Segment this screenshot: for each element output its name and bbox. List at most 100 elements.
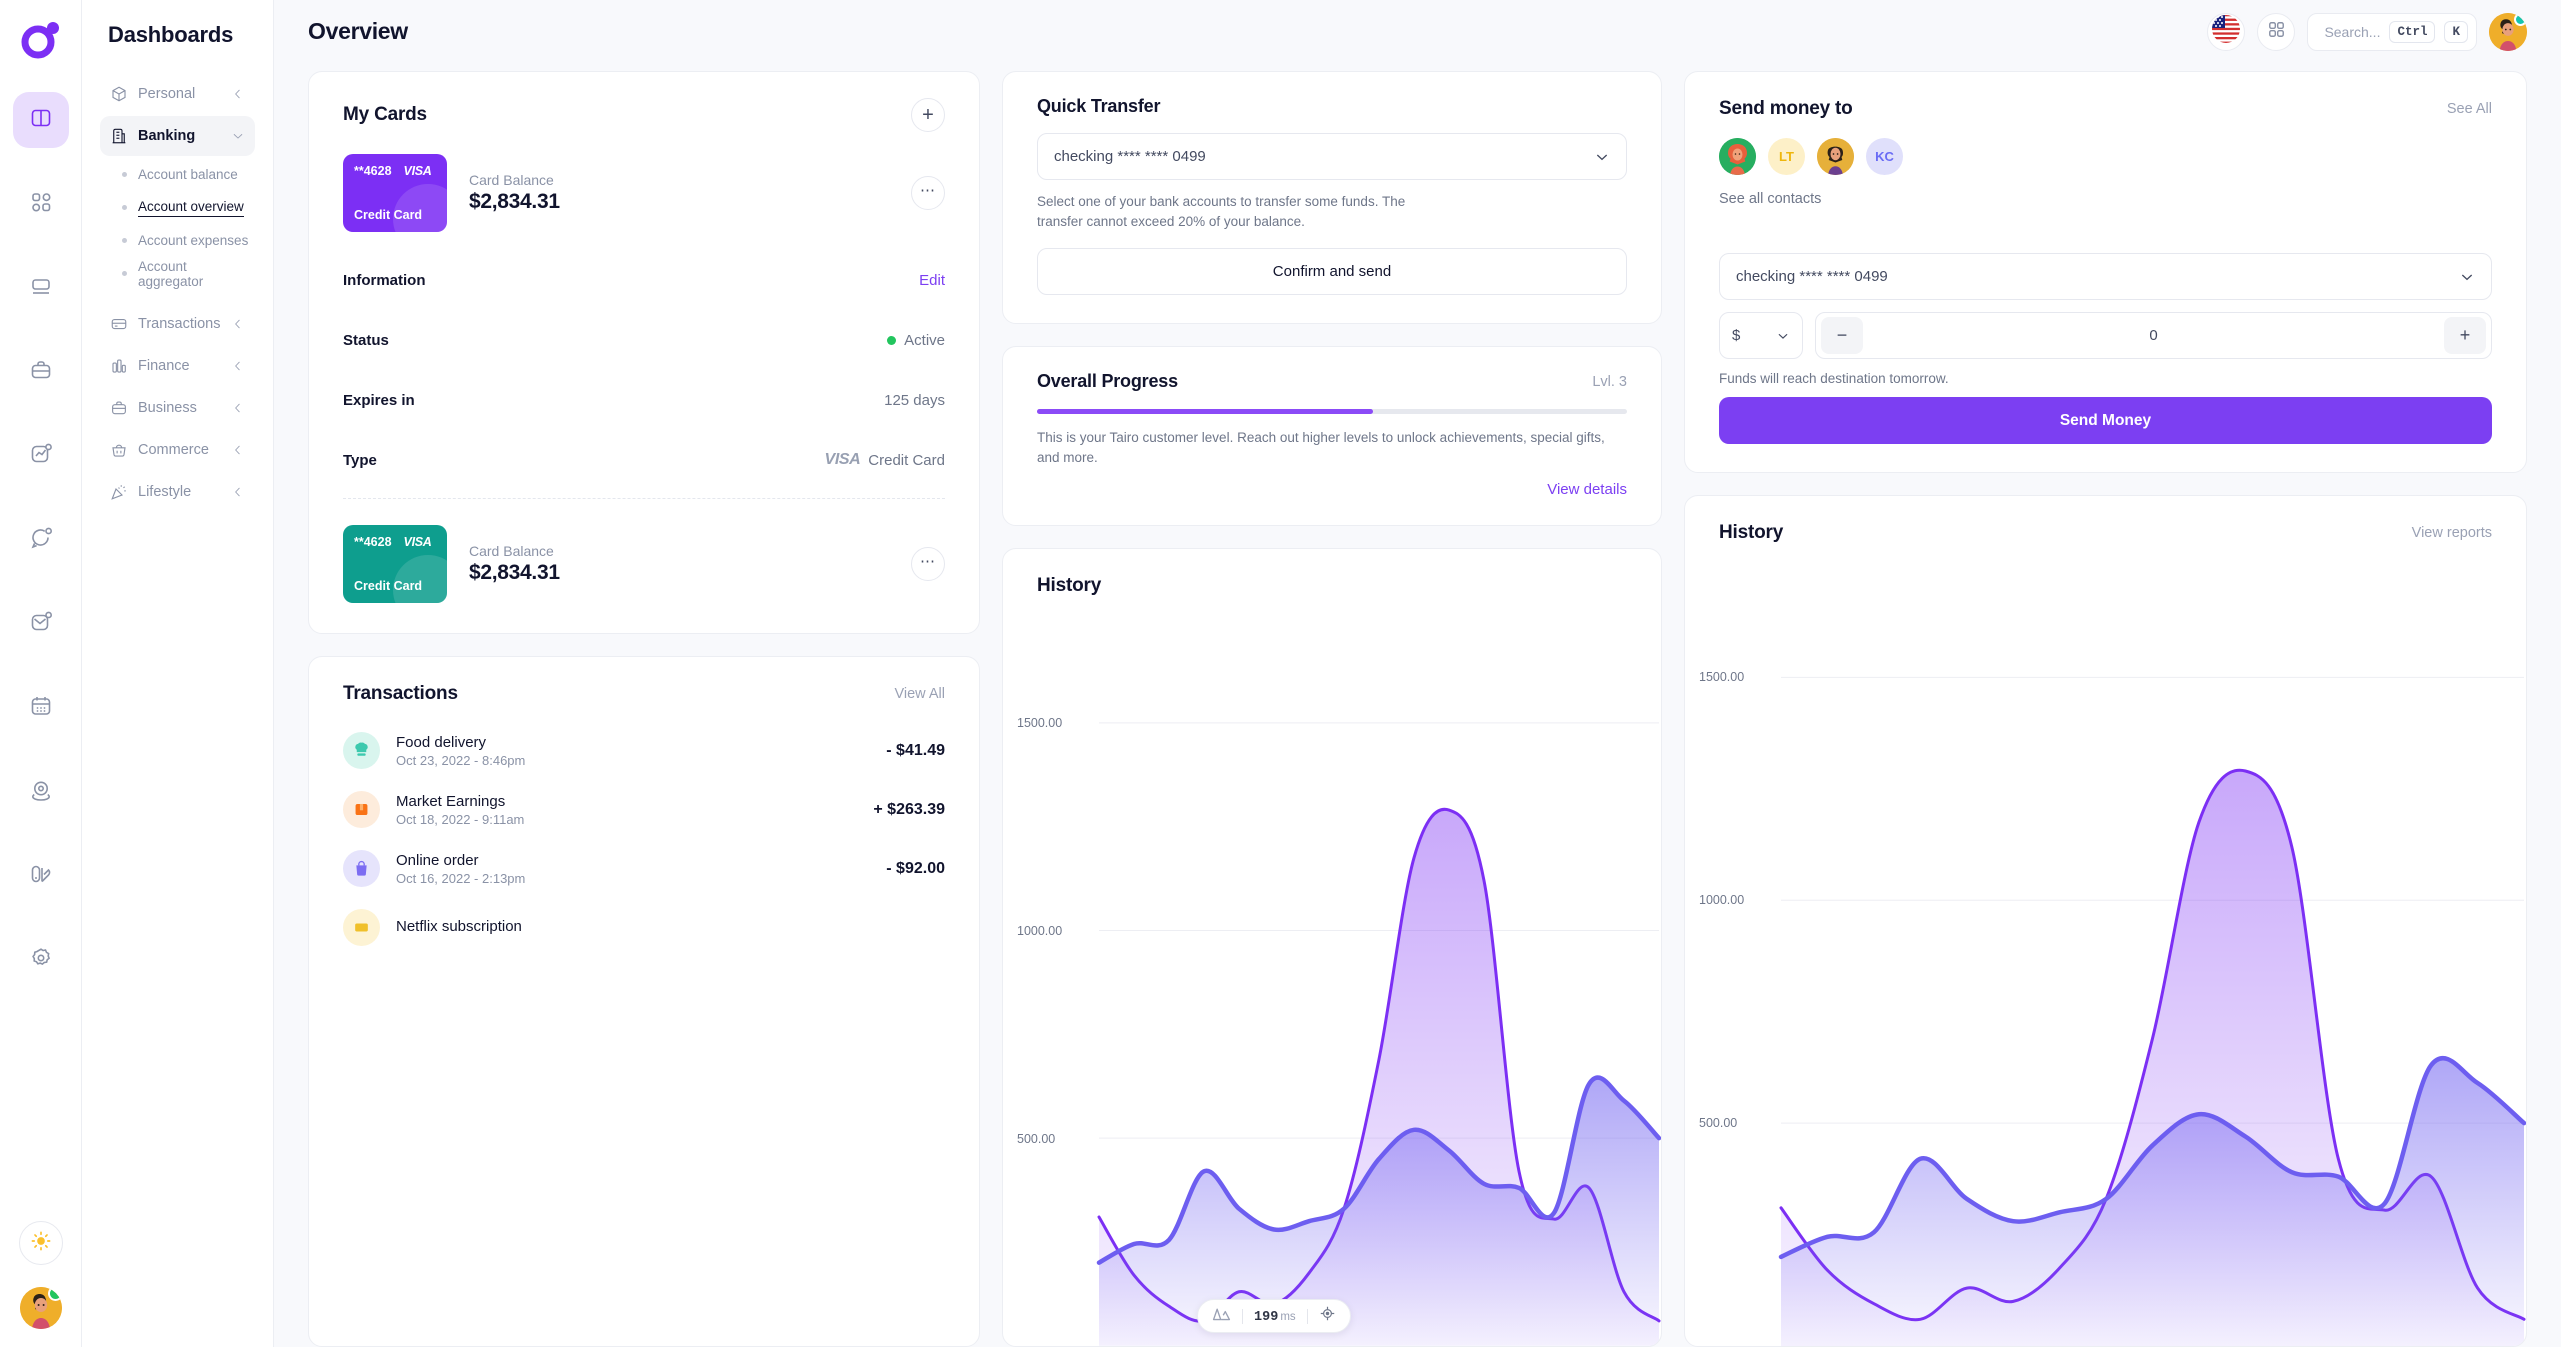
history-chart: 500.00 1000.00 1500.00 xyxy=(1003,605,1661,1346)
devtools-badge[interactable]: 199 ms xyxy=(1197,1299,1351,1333)
contact-initials[interactable]: LT xyxy=(1768,138,1805,175)
amount-row: $ − 0 + xyxy=(1719,312,2492,359)
add-card-button[interactable]: + xyxy=(911,98,945,132)
bullet-icon xyxy=(122,172,127,177)
chef-hat-icon xyxy=(343,732,380,769)
rail-item-apps[interactable] xyxy=(13,176,69,232)
card-balance-label: Card Balance xyxy=(469,543,554,559)
chevron-left-icon xyxy=(231,485,245,499)
tairo-logo[interactable] xyxy=(19,18,63,62)
sidebar-item-finance[interactable]: Finance xyxy=(100,346,255,386)
sidebar-item-account-balance[interactable]: Account balance xyxy=(100,158,255,191)
timing-value: 199 xyxy=(1254,1310,1279,1325)
sidebar-item-transactions[interactable]: Transactions xyxy=(100,304,255,344)
sidebar-item-business[interactable]: Business xyxy=(100,388,255,428)
list-item[interactable]: Netflix subscription xyxy=(309,898,979,957)
chart-line-2 xyxy=(1778,1055,2526,1260)
account-select[interactable]: checking **** **** 0499 xyxy=(1037,133,1627,180)
transaction-info: Netflix subscription xyxy=(396,918,522,937)
sidebar-item-label: Commerce xyxy=(138,442,209,458)
transaction-amount: - $41.49 xyxy=(886,741,945,759)
sidebar-item-label: Lifestyle xyxy=(138,484,192,500)
bank-card-visual[interactable]: **4628 VISA Credit Card xyxy=(343,525,447,603)
info-key: Status xyxy=(343,331,389,349)
dashboard-content: My Cards + **4628 VISA Credit Card xyxy=(274,63,2561,1347)
transaction-date: Oct 23, 2022 - 8:46pm xyxy=(396,752,526,768)
card-more-button[interactable]: ⋯ xyxy=(911,547,945,581)
edit-link[interactable]: Edit xyxy=(919,271,945,289)
transaction-info: Market Earnings Oct 18, 2022 - 9:11am xyxy=(396,793,524,827)
bullet-icon xyxy=(122,271,127,276)
see-all-link[interactable]: See All xyxy=(2446,101,2492,117)
timing-unit: ms xyxy=(1280,1311,1296,1323)
card-divider xyxy=(343,498,945,499)
history-card: History 500.00 1000.00 1500.00 xyxy=(1002,548,1662,1347)
sidebar-item-personal[interactable]: Personal xyxy=(100,74,255,114)
rail-item-settings[interactable] xyxy=(13,932,69,988)
view-all-link[interactable]: View All xyxy=(894,686,945,702)
sidebar-item-account-aggregator[interactable]: Account aggregator xyxy=(100,257,255,290)
card-type-label: Credit Card xyxy=(354,579,423,593)
crosshair-icon[interactable] xyxy=(1319,1305,1336,1327)
contact-avatar[interactable] xyxy=(1817,138,1854,175)
visa-logo-icon: VISA xyxy=(403,164,432,178)
rail-item-inbox[interactable] xyxy=(13,596,69,652)
card-row-primary: **4628 VISA Credit Card Card Balance $2,… xyxy=(309,132,979,232)
sidebar-item-account-expenses[interactable]: Account expenses xyxy=(100,224,255,257)
rail-item-analytics[interactable] xyxy=(13,428,69,484)
destination-account-select[interactable]: checking **** **** 0499 xyxy=(1719,253,2492,300)
rail-item-calendar[interactable] xyxy=(13,680,69,736)
list-item[interactable]: Online order Oct 16, 2022 - 2:13pm - $92… xyxy=(309,839,979,898)
y-axis-tick: 1500.00 xyxy=(1699,670,1745,685)
amount-value[interactable]: 0 xyxy=(2149,327,2158,344)
contact-avatar[interactable] xyxy=(1719,138,1756,175)
language-button[interactable] xyxy=(2207,12,2246,51)
ellipsis-icon: ⋯ xyxy=(920,181,936,199)
list-item[interactable]: Food delivery Oct 23, 2022 - 8:46pm - $4… xyxy=(309,721,979,780)
rail-item-layouts[interactable] xyxy=(13,260,69,316)
sidebar: Dashboards Personal Banking Account bala… xyxy=(82,0,274,1347)
sidebar-item-commerce[interactable]: Commerce xyxy=(100,430,255,470)
rail-item-messages[interactable] xyxy=(13,512,69,568)
transaction-name: Netflix subscription xyxy=(396,918,522,935)
overall-progress-card: Overall Progress Lvl. 3 This is your Tai… xyxy=(1002,346,1662,527)
rail-item-location[interactable] xyxy=(13,764,69,820)
rail-item-theme[interactable] xyxy=(13,848,69,904)
increment-button[interactable]: + xyxy=(2444,317,2486,354)
sidebar-item-lifestyle[interactable]: Lifestyle xyxy=(100,472,255,512)
user-avatar[interactable] xyxy=(2489,12,2527,51)
y-axis-tick: 500.00 xyxy=(1017,1131,1056,1146)
view-details-link[interactable]: View details xyxy=(1547,481,1627,499)
info-row-expires: Expires in 125 days xyxy=(343,370,945,430)
confirm-and-send-button[interactable]: Confirm and send xyxy=(1037,248,1627,296)
contact-initials[interactable]: KC xyxy=(1866,138,1903,175)
rail-item-dashboards[interactable] xyxy=(12,92,69,148)
rail-item-business[interactable] xyxy=(13,344,69,400)
send-money-button[interactable]: Send Money xyxy=(1719,397,2492,444)
info-key: Expires in xyxy=(343,391,415,409)
us-flag-icon xyxy=(2211,14,2241,49)
apps-button[interactable] xyxy=(2257,12,2296,51)
sidebar-item-banking[interactable]: Banking xyxy=(100,116,255,156)
overall-progress-title: Overall Progress xyxy=(1037,371,1178,392)
gear-icon xyxy=(29,946,53,975)
view-reports-link[interactable]: View reports xyxy=(2411,525,2492,541)
quantity-stepper[interactable]: − 0 + xyxy=(1815,312,2492,359)
see-all-contacts-link[interactable]: See all contacts xyxy=(1719,191,1822,207)
divider xyxy=(1242,1308,1243,1324)
transaction-info: Online order Oct 16, 2022 - 2:13pm xyxy=(396,852,525,886)
page-title: Dashboards xyxy=(108,22,234,47)
send-money-card: Send money to See All xyxy=(1684,71,2527,473)
decrement-button[interactable]: − xyxy=(1821,317,1863,354)
search-input[interactable]: Search... Ctrl K xyxy=(2307,12,2477,51)
list-item[interactable]: Market Earnings Oct 18, 2022 - 9:11am + … xyxy=(309,780,979,839)
theme-toggle-button[interactable] xyxy=(19,1221,63,1265)
bank-card-visual[interactable]: **4628 VISA Credit Card xyxy=(343,154,447,232)
chevron-left-icon xyxy=(231,401,245,415)
card-more-button[interactable]: ⋯ xyxy=(911,176,945,210)
chart-area-2 xyxy=(1099,1077,1659,1346)
avatar[interactable] xyxy=(20,1287,62,1329)
currency-select[interactable]: $ xyxy=(1719,312,1803,359)
sidebar-item-account-overview[interactable]: Account overview xyxy=(100,191,255,224)
